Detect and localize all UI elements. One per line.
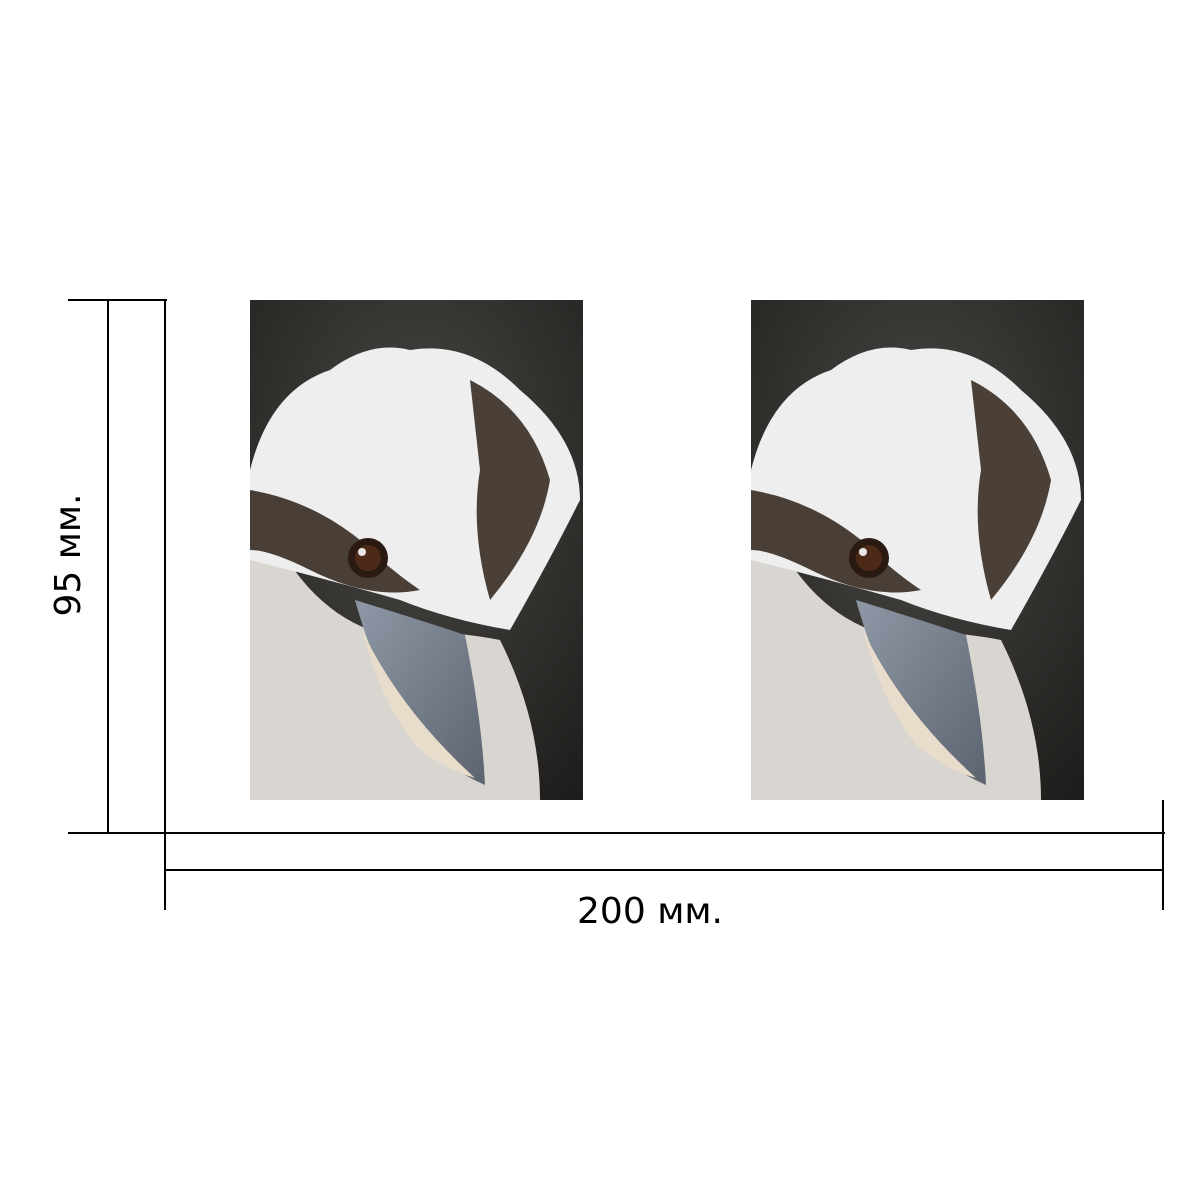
product-image	[250, 300, 583, 800]
width-label: 200 мм.	[577, 891, 723, 932]
height-dimension	[68, 299, 1165, 834]
product-image	[751, 300, 1084, 800]
height-label: 95 мм.	[48, 493, 89, 616]
width-dimension	[164, 800, 1164, 910]
